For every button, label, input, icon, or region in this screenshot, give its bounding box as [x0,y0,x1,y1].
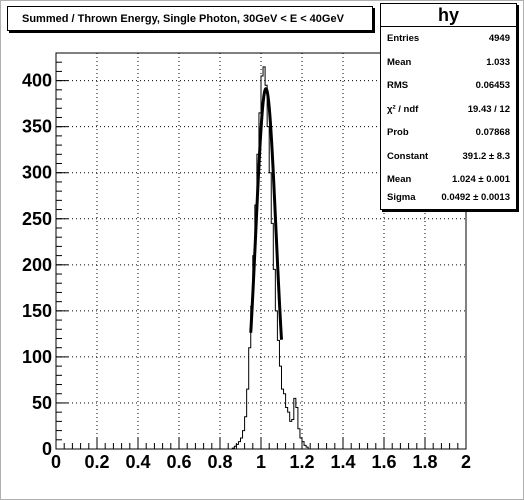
x-tick-label: 1.4 [330,452,355,472]
x-tick-label: 0.4 [125,452,150,472]
x-tick-labels: 0 0.2 0.4 0.6 0.8 1 1.2 1.4 1.6 1.8 2 [51,452,471,472]
stat-value: 391.2 ± 8.3 [462,151,510,162]
x-tick-label: 0.8 [207,452,232,472]
stat-value: 0.07868 [475,127,510,138]
stat-value: 0.06453 [475,80,510,91]
x-tick-label: 1.8 [412,452,437,472]
stat-label: Mean [387,57,412,68]
y-tick-label: 400 [22,71,52,91]
histogram-outline [56,66,466,450]
x-tick-label: 2 [461,452,471,472]
stat-label: Constant [387,151,429,162]
stat-row-fit-mean: Mean 1.024 ± 0.001 [381,173,516,187]
x-tick-label: 1 [256,452,266,472]
y-tick-label: 100 [22,347,52,367]
y-tick-label: 0 [42,439,52,459]
x-tick-label: 0 [51,452,61,472]
stat-row-chi2: χ² / ndf 19.43 / 12 [381,103,516,117]
stat-value: 19.43 / 12 [467,104,510,115]
y-tick-label: 150 [22,301,52,321]
stat-row-prob: Prob 0.07868 [381,126,516,140]
stat-value: 4949 [488,33,510,44]
y-tick-label: 300 [22,163,52,183]
x-tick-label: 0.6 [166,452,191,472]
x-tick-label: 1.2 [289,452,314,472]
stats-box: hy Entries 4949 Mean 1.033 RMS 0.06453 χ… [380,3,517,210]
stat-label: Entries [387,33,420,44]
stats-title: hy [381,4,516,27]
y-tick-label: 250 [22,209,52,229]
stat-label: Sigma [387,192,416,203]
y-tick-labels: 0 50 100 150 200 250 300 350 400 [22,71,52,459]
stat-value: 0.0492 ± 0.0013 [441,192,510,203]
stat-row-mean: Mean 1.033 [381,56,516,70]
stat-row-rms: RMS 0.06453 [381,79,516,93]
stat-label: Prob [387,127,409,138]
x-tick-label: 1.6 [371,452,396,472]
stat-value: 1.024 ± 0.001 [451,174,510,185]
axis-ticks [55,61,467,450]
stat-value: 1.033 [486,57,510,68]
stat-row-entries: Entries 4949 [381,32,516,46]
plot-title: Summed / Thrown Energy, Single Photon, 3… [7,6,373,31]
stat-label: χ² / ndf [387,104,419,115]
stat-label: Mean [387,174,412,185]
gaussian-fit-curve [249,87,283,340]
stat-label: RMS [387,80,409,91]
y-tick-label: 50 [32,393,52,413]
x-tick-label: 0.2 [84,452,109,472]
stat-row-sigma: Sigma 0.0492 ± 0.0013 [381,191,516,205]
stat-row-constant: Constant 391.2 ± 8.3 [381,150,516,164]
y-tick-label: 200 [22,255,52,275]
y-tick-label: 350 [22,117,52,137]
